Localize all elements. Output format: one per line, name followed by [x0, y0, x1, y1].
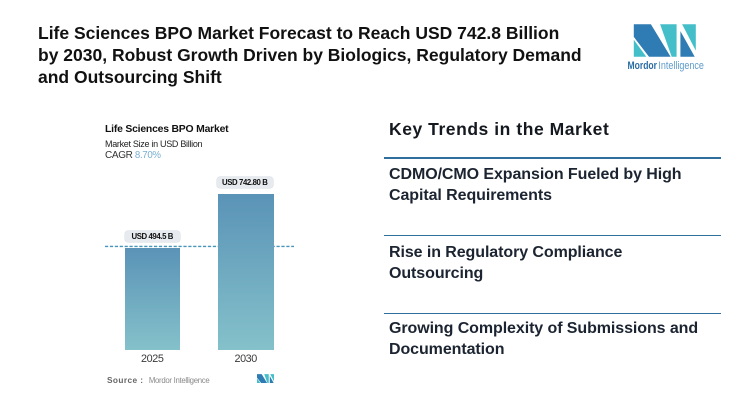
svg-text:Mordor: Mordor	[628, 60, 658, 72]
svg-text:Intelligence: Intelligence	[658, 60, 704, 72]
